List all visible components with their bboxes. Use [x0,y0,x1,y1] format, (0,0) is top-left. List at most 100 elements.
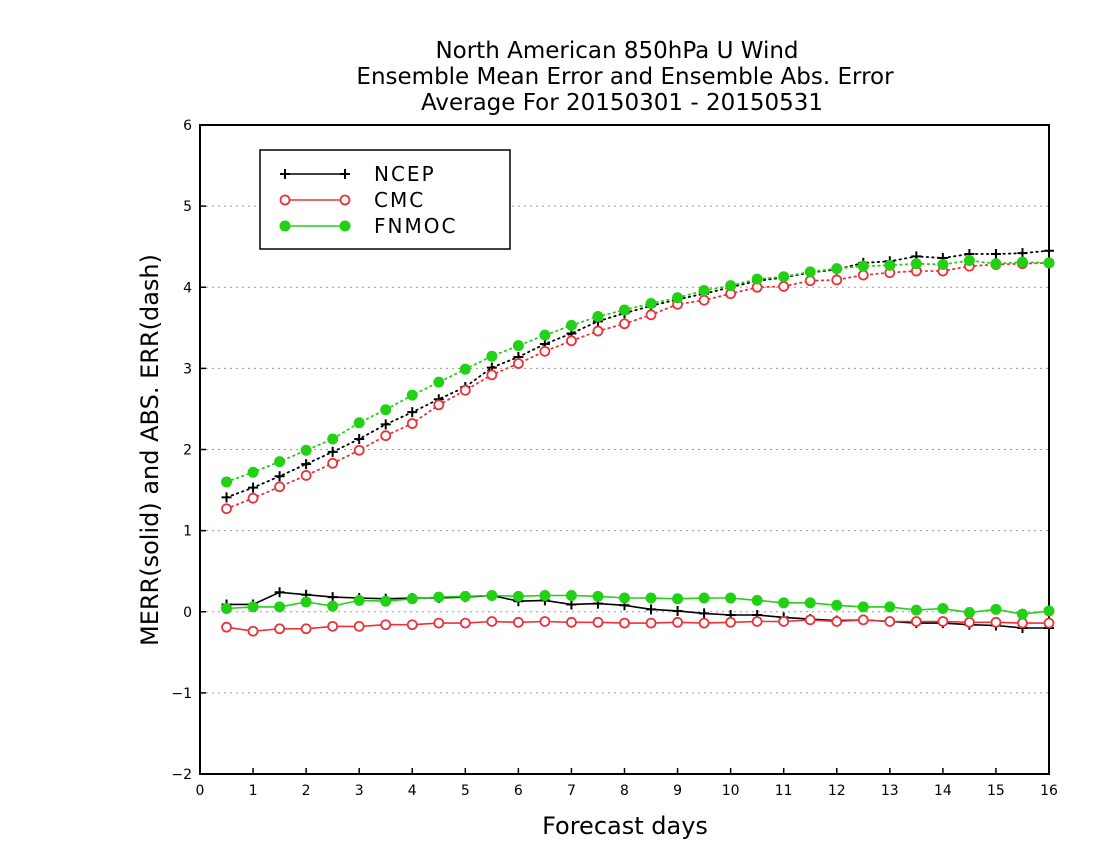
abs-err-point-cmc [486,369,498,381]
merr-point-cmc [592,616,604,628]
x-tick-label: 12 [828,783,846,799]
abs-err-point-fnmoc [857,260,869,272]
y-tick-label: 3 [183,361,192,377]
abs-err-point-ncep [380,419,391,430]
x-tick-label: 2 [302,783,311,799]
abs-err-point-fnmoc [1016,256,1028,268]
merr-point-fnmoc [565,590,577,602]
merr-point-cmc [645,617,657,629]
abs-err-point-ncep [990,248,1001,259]
legend-label-cmc: CMC [374,188,425,212]
abs-err-point-ncep [407,407,418,418]
merr-point-cmc [221,621,232,633]
abs-err-point-cmc [433,399,445,411]
merr-point-ncep [566,599,577,610]
merr-point-fnmoc [406,593,418,605]
merr-point-fnmoc [274,601,286,613]
merr-point-fnmoc [778,597,790,609]
merr-point-fnmoc [804,597,816,609]
series-cmc [221,257,1055,637]
abs-err-point-cmc [619,318,630,330]
merr-point-fnmoc [884,601,896,613]
merr-point-cmc [619,617,630,629]
merr-point-cmc [406,619,418,631]
abs-err-point-fnmoc [300,444,312,456]
abs-err-point-fnmoc [831,263,843,275]
x-tick-label: 14 [934,783,952,799]
merr-point-cmc [274,623,285,635]
x-tick-label: 5 [461,783,470,799]
merr-point-cmc [380,619,392,631]
abs-err-point-cmc [539,345,551,357]
abs-err-point-cmc [645,309,657,321]
abs-err-point-ncep [327,446,338,457]
legend-item-ncep: NCEP [280,162,436,186]
merr-point-cmc [459,617,471,629]
merr-point-fnmoc [353,594,365,606]
merr-point-cmc [539,616,551,627]
x-tick-label: 0 [196,783,205,799]
merr-point-cmc [300,623,312,635]
abs-err-point-fnmoc [672,292,684,304]
abs-err-point-ncep [248,482,259,493]
abs-err-point-cmc [778,281,790,292]
abs-err-point-fnmoc [963,254,975,266]
merr-point-fnmoc [1043,605,1055,617]
merr-point-cmc [725,616,737,628]
x-tick-label: 1 [249,783,258,799]
abs-err-point-fnmoc [592,310,604,322]
merr-point-cmc [1017,617,1028,629]
merr-point-cmc [964,616,975,628]
merr-point-fnmoc [592,590,604,602]
legend-label-fnmoc: FNMOC [374,214,457,238]
abs-err-point-fnmoc [619,304,630,316]
abs-err-point-fnmoc [274,456,286,468]
x-tick-label: 11 [775,783,793,799]
merr-point-cmc [247,625,259,637]
merr-point-ncep [327,592,338,603]
merr-point-cmc [1043,617,1055,629]
merr-point-fnmoc [247,601,259,613]
legend-label-ncep: NCEP [374,162,436,186]
merr-point-fnmoc [539,590,551,602]
abs-err-point-fnmoc [884,259,896,271]
merr-point-fnmoc [831,599,843,611]
legend-marker [279,194,291,206]
abs-err-point-ncep [301,459,312,470]
abs-err-point-fnmoc [910,258,922,270]
legend-marker [340,169,350,179]
merr-point-cmc [566,616,577,628]
merr-point-cmc [884,616,896,627]
y-tick-label: 0 [183,605,192,621]
abs-err-point-fnmoc [751,273,763,285]
x-tick-label: 15 [987,783,1005,799]
legend-item-fnmoc: FNMOC [279,214,457,238]
abs-err-point-fnmoc [1043,257,1055,269]
x-tick-label: 4 [408,783,417,799]
merr-point-fnmoc [380,595,392,607]
abs-err-line-fnmoc [225,259,1050,483]
abs-err-point-ncep [274,471,285,482]
merr-point-fnmoc [619,592,630,604]
abs-err-point-fnmoc [247,466,259,478]
merr-point-ncep [699,608,710,619]
merr-point-ncep [672,605,683,616]
abs-err-point-fnmoc [990,258,1002,270]
abs-err-point-ncep [221,492,232,503]
merr-point-ncep [274,587,285,598]
abs-err-point-cmc [406,418,418,429]
merr-point-cmc [910,616,922,627]
merr-point-fnmoc [751,594,763,606]
abs-err-point-cmc [831,274,843,286]
merr-point-fnmoc [459,590,471,602]
abs-err-point-cmc [566,335,577,347]
merr-point-cmc [751,616,763,627]
merr-point-fnmoc [910,604,922,616]
legend-marker [339,194,351,206]
merr-point-fnmoc [698,592,710,604]
x-tick-label: 3 [355,783,364,799]
chart-title-line-2: Ensemble Mean Error and Ensemble Abs. Er… [356,64,894,90]
abs-err-point-cmc [592,325,604,337]
